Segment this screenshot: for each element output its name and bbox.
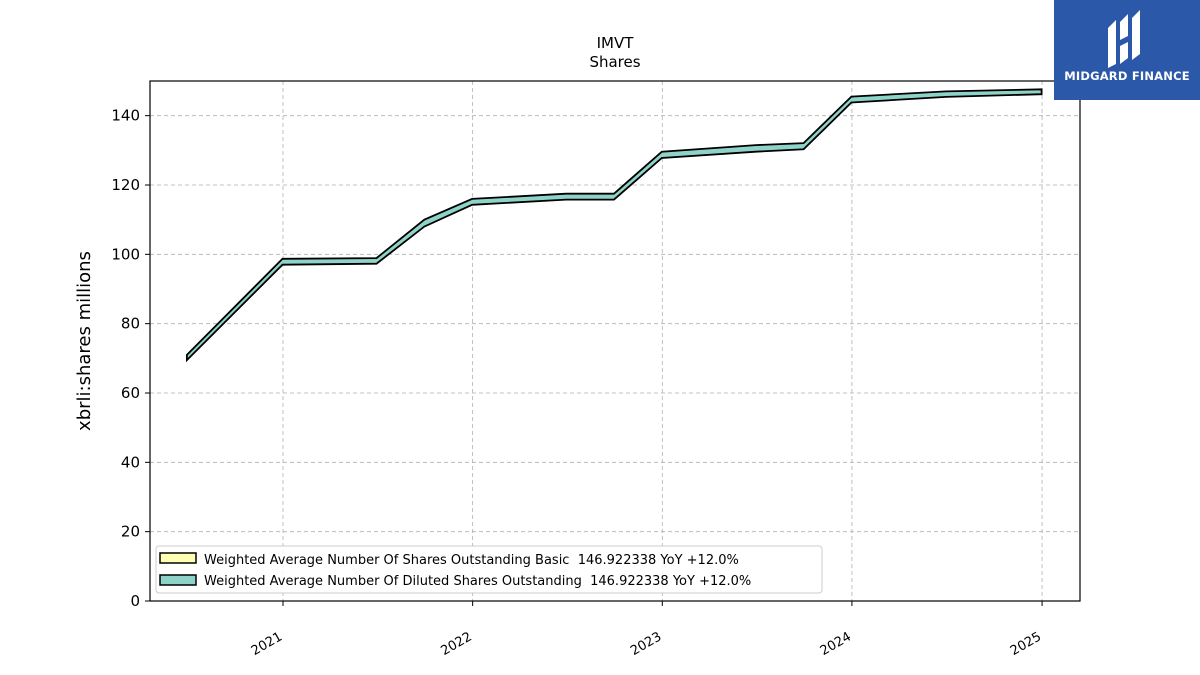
chart-title: IMVT — [597, 34, 635, 52]
grid-lines — [150, 81, 1080, 601]
x-tick-label: 2022 — [438, 629, 474, 659]
brand-mark-icon — [1108, 10, 1140, 68]
legend-label-basic: Weighted Average Number Of Shares Outsta… — [204, 553, 739, 568]
plot-frame — [149, 80, 1081, 602]
diluted-shares-band — [186, 88, 1043, 363]
basic-shares-line — [187, 94, 1042, 360]
y-tick-label: 0 — [130, 592, 140, 610]
brand-logo: MIDGARD FINANCE — [1054, 0, 1200, 100]
x-tick-label: 2024 — [818, 629, 854, 659]
y-tick-label: 60 — [121, 384, 140, 402]
y-tick-label: 120 — [111, 176, 140, 194]
legend: Weighted Average Number Of Shares Outsta… — [155, 545, 823, 594]
x-tick-label: 2023 — [628, 629, 664, 659]
series-layer — [186, 88, 1043, 363]
y-tick-label: 80 — [121, 315, 140, 333]
chart-subtitle: Shares — [589, 53, 640, 71]
y-axis: 0 20 40 60 80 100 120 140 — [111, 107, 150, 610]
legend-box — [155, 545, 823, 594]
x-axis: 2021 2022 2023 2024 2025 — [249, 601, 1044, 659]
brand-name: MIDGARD FINANCE — [1064, 69, 1190, 83]
y-tick-label: 100 — [111, 245, 140, 263]
legend-label-diluted: Weighted Average Number Of Diluted Share… — [204, 574, 751, 589]
x-tick-label: 2025 — [1008, 629, 1044, 659]
y-tick-label: 20 — [121, 523, 140, 541]
y-axis-label: xbrli:shares millions — [74, 251, 95, 431]
legend-swatch-basic — [159, 552, 197, 564]
x-tick-label: 2021 — [249, 629, 285, 659]
y-tick-label: 40 — [121, 453, 140, 471]
y-tick-label: 140 — [111, 107, 140, 125]
legend-swatch-diluted — [159, 574, 197, 586]
